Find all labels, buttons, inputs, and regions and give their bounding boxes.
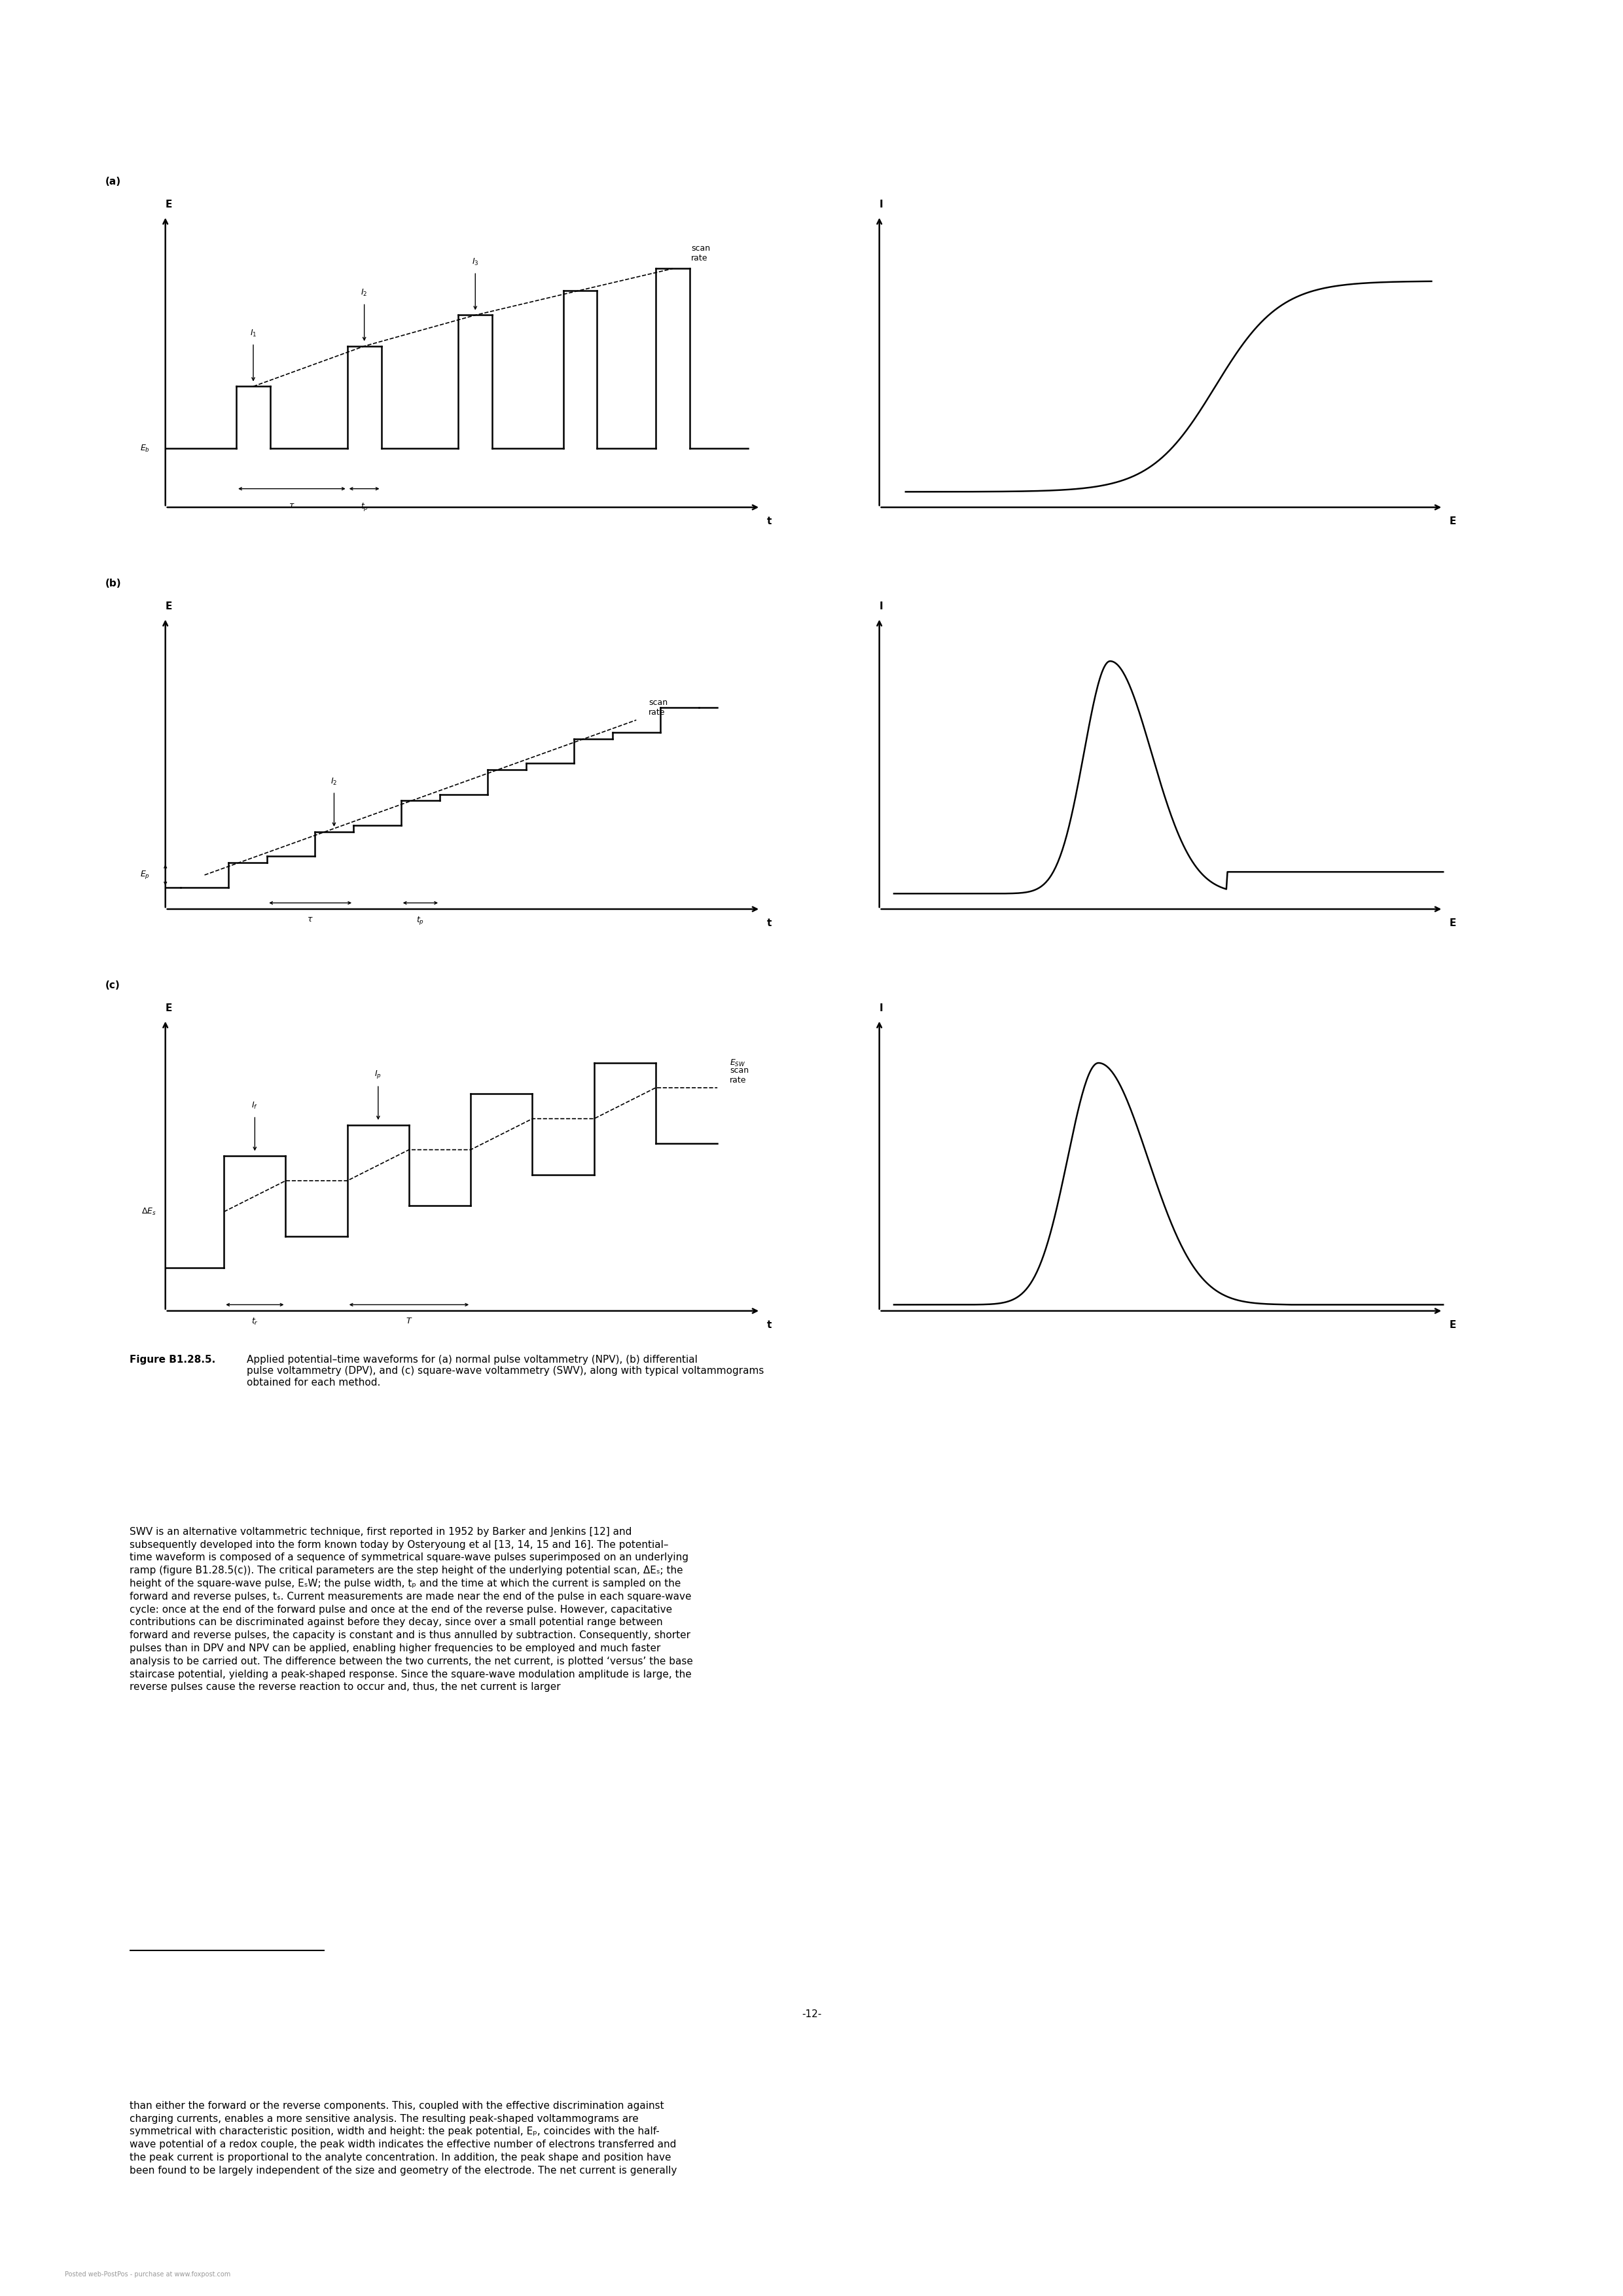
Text: Figure B1.28.5.: Figure B1.28.5. <box>130 1355 216 1364</box>
Text: $E_p$: $E_p$ <box>140 870 149 882</box>
Text: $\Delta E_s$: $\Delta E_s$ <box>141 1208 156 1217</box>
Text: (b): (b) <box>105 579 122 588</box>
Text: -12-: -12- <box>802 2009 821 2018</box>
Text: SWV is an alternative voltammetric technique, first reported in 1952 by Barker a: SWV is an alternative voltammetric techn… <box>130 1527 693 1692</box>
Text: (a): (a) <box>105 177 120 186</box>
Text: E: E <box>1449 1320 1456 1329</box>
Text: $t_p$: $t_p$ <box>417 916 424 925</box>
Text: E: E <box>166 602 172 611</box>
Text: E: E <box>1449 517 1456 526</box>
Text: I: I <box>880 1003 883 1013</box>
Text: $I_2$: $I_2$ <box>360 289 368 298</box>
Text: I: I <box>880 602 883 611</box>
Text: than either the forward or the reverse components. This, coupled with the effect: than either the forward or the reverse c… <box>130 2101 677 2174</box>
Text: scan
rate: scan rate <box>730 1065 748 1084</box>
Text: E: E <box>166 200 172 209</box>
Text: scan
rate: scan rate <box>691 243 711 262</box>
Text: Posted web-PostPos - purchase at www.foxpost.com: Posted web-PostPos - purchase at www.fox… <box>65 2271 230 2278</box>
Text: E: E <box>1449 918 1456 928</box>
Text: $I_3$: $I_3$ <box>472 257 479 266</box>
Text: I: I <box>880 200 883 209</box>
Text: (c): (c) <box>105 980 120 990</box>
Text: E: E <box>166 1003 172 1013</box>
Text: $\tau$: $\tau$ <box>289 501 295 510</box>
Text: t: t <box>766 517 771 526</box>
Text: $\tau$: $\tau$ <box>307 916 313 923</box>
Text: t: t <box>766 1320 771 1329</box>
Text: $t_r$: $t_r$ <box>252 1318 258 1327</box>
Text: Applied potential–time waveforms for (a) normal pulse voltammetry (NPV), (b) dif: Applied potential–time waveforms for (a)… <box>247 1355 764 1387</box>
Text: $E_{SW}$: $E_{SW}$ <box>730 1058 745 1068</box>
Text: $I_1$: $I_1$ <box>250 328 256 338</box>
Text: scan
rate: scan rate <box>649 698 667 716</box>
Text: $I_p$: $I_p$ <box>375 1070 381 1079</box>
Text: $I_f$: $I_f$ <box>252 1102 258 1111</box>
Text: t: t <box>766 918 771 928</box>
Text: $T$: $T$ <box>406 1318 412 1325</box>
Text: $t_p$: $t_p$ <box>360 501 368 512</box>
Text: $E_b$: $E_b$ <box>140 443 149 452</box>
Text: $I_2$: $I_2$ <box>331 776 338 788</box>
